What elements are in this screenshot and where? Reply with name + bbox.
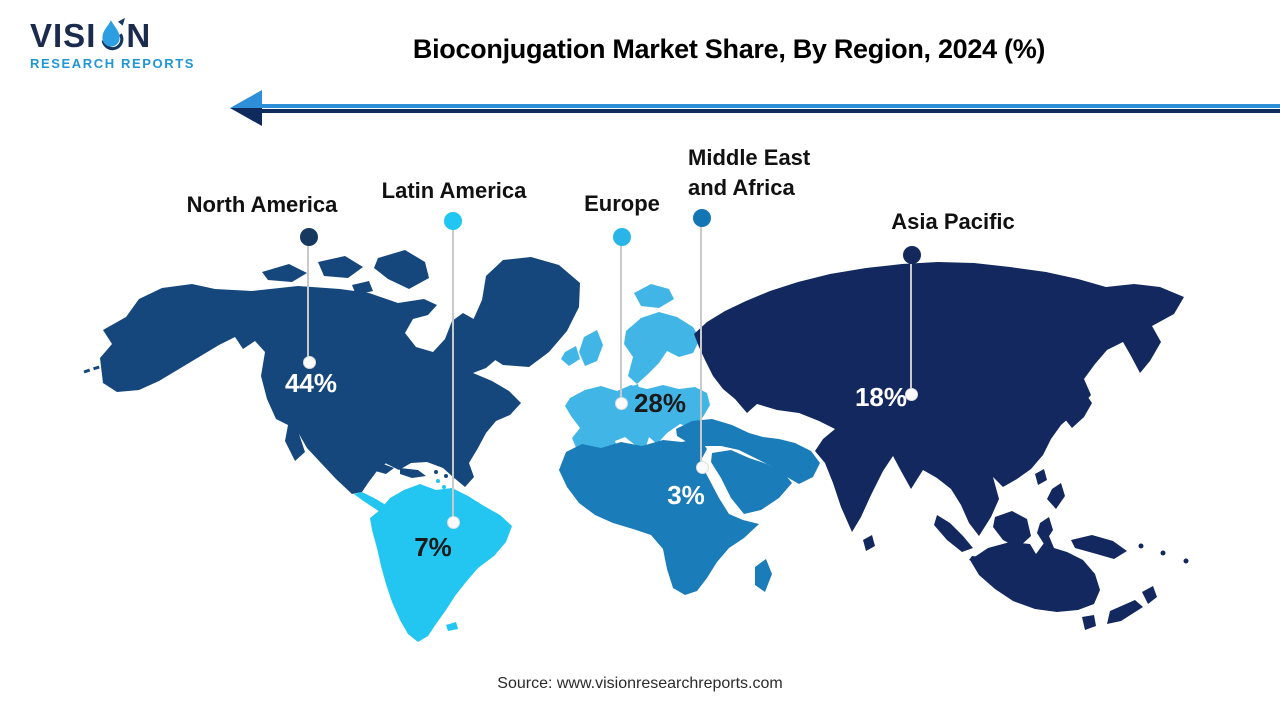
value-label-europe: 28% — [633, 388, 687, 418]
source-attribution: Source: www.visionresearchreports.com — [497, 675, 783, 692]
region-dot-middle-east-africa-icon — [693, 209, 711, 227]
region-dot-europe-icon — [613, 228, 631, 246]
region-label-middle-east-africa-line2: and Africa — [688, 174, 795, 200]
leader-line-latin-america — [452, 229, 454, 516]
divider-line-light — [260, 104, 1280, 108]
leader-endpoint-asia-pacific-icon — [905, 388, 918, 401]
value-label-middle-east-africa: 3% — [667, 480, 705, 510]
region-label-asia-pacific: Asia Pacific — [891, 209, 1015, 234]
region-dot-latin-america-icon — [444, 212, 462, 230]
leader-endpoint-latin-america-icon — [447, 516, 460, 529]
leader-endpoint-north-america-icon — [303, 356, 316, 369]
logo-text-left: VISI — [30, 17, 97, 54]
leader-line-asia-pacific — [910, 264, 912, 388]
map-region-europe — [561, 284, 710, 462]
region-label-north-america: North America — [186, 192, 338, 217]
leader-line-middle-east-africa — [700, 226, 702, 461]
leader-line-europe — [620, 245, 622, 397]
region-label-europe: Europe — [584, 191, 660, 216]
leader-line-north-america — [307, 245, 309, 357]
value-label-north-america: 44% — [284, 368, 338, 398]
logo-text-right: N — [126, 17, 152, 54]
region-label-middle-east-africa-line1: Middle East — [688, 145, 811, 170]
map-region-middle-east-africa — [559, 419, 820, 595]
region-dot-north-america-icon — [300, 228, 318, 246]
divider-line-dark — [260, 109, 1280, 113]
leader-endpoint-middle-east-africa-icon — [696, 461, 709, 474]
logo: VISI N RESEARCH REPORTS — [30, 16, 195, 71]
logo-wordmark: VISI N — [30, 16, 195, 52]
region-label-middle-east-africa: Middle East and Africa — [688, 143, 908, 202]
arrow-left-icon — [230, 90, 262, 126]
value-label-latin-america: 7% — [414, 532, 452, 562]
map-region-latin-america — [354, 479, 512, 642]
region-dot-asia-pacific-icon — [903, 246, 921, 264]
region-label-latin-america: Latin America — [381, 178, 527, 203]
logo-drop-icon — [102, 17, 126, 51]
map-region-north-america — [83, 250, 580, 494]
leader-endpoint-europe-icon — [615, 397, 628, 410]
logo-tagline: RESEARCH REPORTS — [30, 56, 196, 71]
chart-title: Bioconjugation Market Share, By Region, … — [412, 34, 1046, 64]
value-label-asia-pacific: 18% — [854, 382, 908, 412]
map-region-asia-pacific — [694, 262, 1189, 630]
